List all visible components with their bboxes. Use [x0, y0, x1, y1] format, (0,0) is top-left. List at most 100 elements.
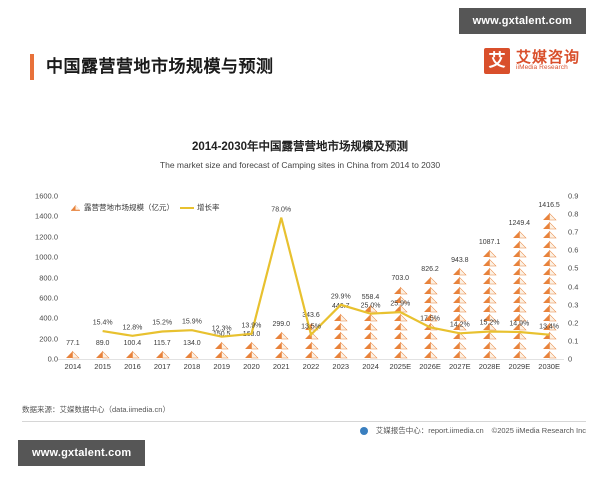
pictogram-unit-icon	[453, 286, 467, 294]
pictogram-unit-icon	[274, 350, 289, 359]
pictogram-stack	[244, 341, 259, 359]
x-tick: 2027E	[448, 362, 471, 371]
pictogram-unit-icon	[453, 267, 467, 276]
legend-item-market-size[interactable]: 露营营地市场规模（亿元）	[70, 202, 174, 213]
pictogram-unit-icon	[364, 304, 378, 313]
pictogram-unit-icon	[542, 341, 557, 349]
pictogram-unit-icon	[274, 341, 289, 349]
pictogram-unit-icon	[542, 295, 557, 303]
bar-column[interactable]: 343.6	[296, 196, 326, 359]
bar-value-label: 150.5	[212, 330, 231, 338]
pictogram-unit-icon	[423, 304, 438, 313]
pictogram-unit-icon	[512, 295, 527, 303]
bar-column[interactable]: 115.7	[147, 196, 177, 359]
source-note: 数据来源：艾媒数据中心（data.iimedia.cn）	[22, 405, 170, 414]
pictogram-unit-icon	[542, 240, 557, 248]
pictogram-stack	[184, 350, 200, 359]
pictogram-stack	[274, 331, 289, 359]
pictogram-unit-icon	[483, 267, 497, 276]
pictogram-unit-icon	[453, 277, 467, 285]
bar-value-label: 703.0	[391, 275, 410, 283]
bar-column[interactable]: 558.4	[356, 196, 386, 359]
pictogram-stack	[512, 230, 527, 359]
bar-column[interactable]: 89.0	[88, 196, 118, 359]
line-swatch-icon	[180, 206, 194, 209]
bar-column[interactable]: 77.1	[58, 196, 88, 359]
bar-value-label: 558.4	[361, 293, 380, 301]
report-center-link[interactable]: 艾媒报告中心：report.iimedia.cn	[375, 426, 484, 435]
bar-column[interactable]: 100.4	[118, 196, 148, 359]
bar-column[interactable]: 1416.5	[534, 196, 564, 359]
pictogram-unit-icon	[453, 332, 467, 340]
pictogram-unit-icon	[423, 286, 438, 294]
chart-title: 2014-2030年中国露营营地市场规模及预测	[192, 141, 408, 153]
bar-column[interactable]: 134.0	[177, 196, 207, 359]
pictogram-unit-icon	[364, 341, 378, 349]
x-tick: 2021	[272, 362, 290, 371]
pictogram-stack	[393, 286, 408, 360]
pictogram-unit-icon	[542, 277, 557, 285]
growth-rate-label: 15.4%	[92, 319, 113, 327]
pictogram-stack	[125, 350, 140, 359]
pictogram-unit-icon	[483, 295, 497, 303]
pictogram-unit-icon	[393, 332, 408, 340]
pictogram-unit-icon	[453, 304, 467, 313]
y-tick-left: 600.0	[39, 293, 58, 303]
pictogram-unit-icon	[393, 295, 408, 303]
pictogram-unit-icon	[512, 304, 527, 313]
pictogram-unit-icon	[512, 332, 527, 340]
y-axis-right: 0.9 0.8 0.7 0.6 0.5 0.4 0.3 0.2 0.1 0	[564, 192, 594, 364]
x-tick: 2030E	[538, 362, 560, 371]
x-tick: 2014	[64, 362, 82, 371]
pictogram-unit-icon	[423, 277, 438, 285]
pictogram-unit-icon	[512, 267, 527, 276]
brand-name-cn: 艾媒咨询	[515, 48, 580, 66]
growth-rate-label: 13.9%	[241, 322, 262, 330]
pictogram-unit-icon	[364, 322, 378, 331]
growth-rate-label: 12.3%	[211, 325, 232, 333]
pictogram-unit-icon	[393, 286, 408, 294]
copyright-text: ©2025 iiMedia Research Inc	[491, 426, 586, 435]
pictogram-unit-icon	[483, 304, 497, 313]
growth-rate-label: 12.8%	[122, 324, 143, 332]
bar-column[interactable]: 299.0	[266, 196, 296, 359]
pictogram-unit-icon	[453, 295, 467, 303]
legend-item-growth-rate[interactable]: 增长率	[180, 202, 220, 213]
pictogram-unit-icon	[483, 258, 497, 267]
x-tick: 2029E	[508, 362, 531, 371]
bar-column[interactable]: 1249.4	[504, 196, 534, 359]
pictogram-unit-icon	[393, 313, 408, 322]
y-tick-left: 0.0	[47, 354, 58, 364]
pictogram-unit-icon	[423, 313, 438, 322]
pictogram-unit-icon	[364, 332, 378, 340]
pictogram-unit-icon	[423, 332, 438, 340]
bar-value-label: 1416.5	[538, 201, 560, 209]
pictogram-unit-icon	[483, 341, 497, 349]
pictogram-unit-icon	[483, 322, 497, 331]
pictogram-unit-icon	[542, 322, 557, 331]
pictogram-unit-icon	[334, 313, 348, 322]
legend-label-market-size: 露营营地市场规模（亿元）	[84, 203, 174, 212]
y-tick-right: 0.8	[568, 209, 579, 219]
bar-column[interactable]: 943.8	[445, 196, 475, 359]
y-tick-right: 0.3	[568, 300, 579, 310]
brand-mark-icon: 艾	[483, 48, 510, 74]
x-tick: 2016	[124, 362, 141, 371]
pictogram-unit-icon	[542, 286, 557, 294]
pictogram-unit-icon	[274, 332, 289, 340]
bar-value-label: 299.0	[272, 321, 290, 329]
watermark-top: www.gxtalent.com	[458, 8, 586, 34]
bar-column[interactable]: 446.7	[326, 196, 356, 359]
y-tick-left: 200.0	[39, 334, 58, 344]
pictogram-unit-icon	[512, 231, 527, 239]
pictogram-unit-icon	[304, 341, 319, 349]
bar-column[interactable]: 1087.1	[475, 196, 505, 359]
y-tick-right: 0.7	[568, 227, 579, 237]
pictogram-icon	[71, 205, 80, 211]
x-tick: 2018	[183, 362, 201, 371]
bar-column[interactable]: 150.5	[207, 196, 237, 359]
y-tick-right: 0.6	[568, 245, 579, 255]
bar-column[interactable]: 703.0	[385, 196, 415, 359]
pictogram-unit-icon	[96, 350, 110, 359]
pictogram-unit-icon	[125, 350, 140, 359]
